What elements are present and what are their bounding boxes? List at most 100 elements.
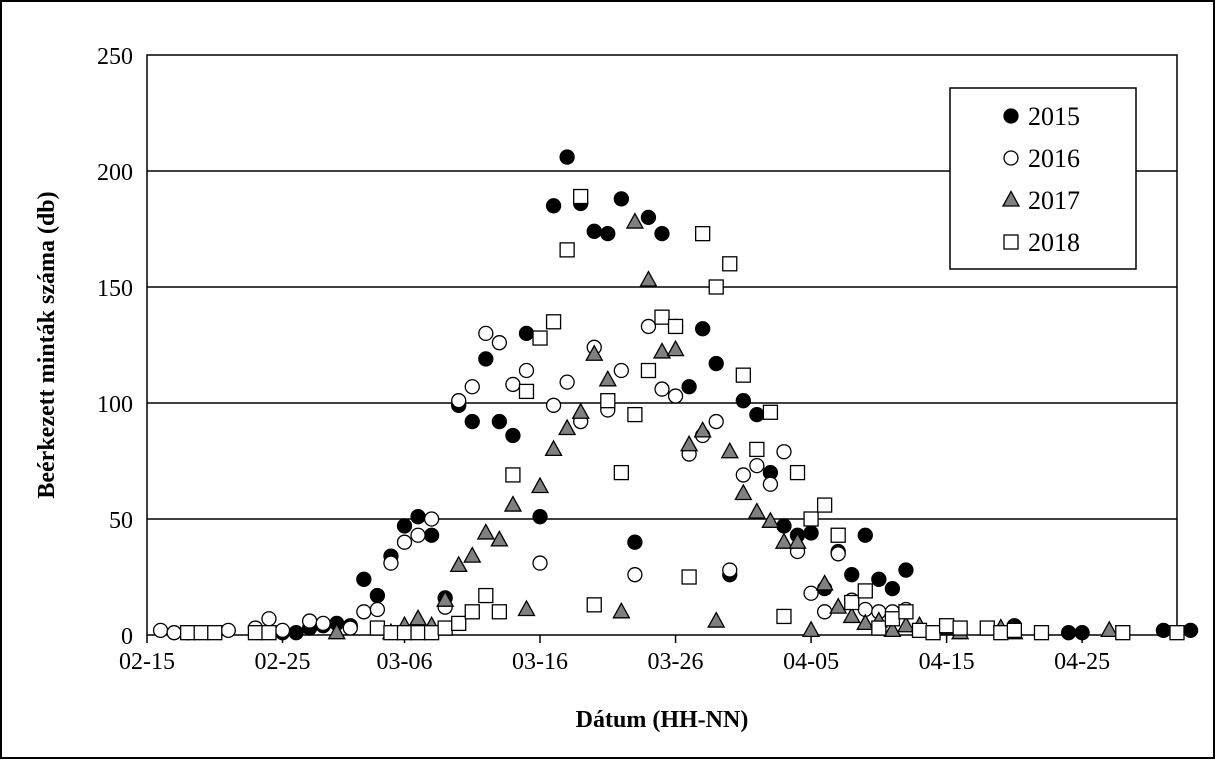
data-point-2016 (545, 397, 562, 413)
data-point-2015 (464, 413, 480, 430)
data-point-2018 (844, 594, 860, 611)
data-point-2017 (327, 622, 346, 640)
data-point-2017 (558, 418, 577, 436)
data-point-2016 (342, 620, 358, 636)
data-point-2017 (463, 546, 482, 563)
data-point-2018 (1033, 625, 1050, 641)
data-point-2017 (408, 608, 428, 626)
data-points (152, 149, 1199, 641)
legend-marker-2017 (1001, 190, 1021, 207)
data-point-2015 (532, 509, 548, 525)
data-point-2018 (911, 622, 928, 639)
data-point-2016 (762, 476, 779, 492)
data-point-2018 (600, 393, 616, 409)
data-point-2018 (478, 587, 494, 604)
data-point-2017 (612, 601, 631, 619)
data-point-2015 (369, 587, 386, 604)
data-point-2018 (762, 404, 779, 420)
data-point-2018 (180, 625, 196, 641)
data-point-2016 (627, 567, 643, 583)
data-point-2018 (193, 625, 209, 641)
x-tick-label: 04-05 (783, 649, 839, 675)
y-tick-label: 100 (97, 392, 133, 418)
data-point-2015 (356, 571, 372, 587)
x-tick-label: 03-16 (512, 649, 568, 675)
data-point-2018 (451, 615, 467, 632)
data-point-2017 (436, 590, 455, 607)
data-point-2016 (491, 335, 508, 351)
data-point-2017 (544, 439, 563, 457)
data-point-2015 (844, 567, 860, 583)
legend-entry-2016: 2016 (1003, 144, 1080, 173)
data-point-2018 (695, 225, 711, 242)
data-point-2017 (490, 530, 509, 547)
data-point-2017 (503, 495, 523, 512)
data-point-2016 (464, 379, 480, 395)
data-point-2017 (598, 369, 617, 387)
data-point-2015 (613, 191, 629, 207)
data-point-2016 (396, 534, 413, 550)
data-point-2016 (220, 622, 236, 639)
data-point-2018 (1115, 625, 1131, 641)
data-point-2016 (315, 615, 331, 632)
data-point-2015 (857, 527, 873, 543)
data-point-2018 (708, 279, 724, 295)
y-tick-label: 250 (97, 44, 133, 70)
data-point-2018 (735, 367, 751, 383)
data-point-2018 (437, 620, 453, 636)
data-point-2015 (654, 225, 670, 242)
data-point-2016 (654, 381, 670, 397)
y-tick-labels: 0 50 100 150 200 250 (97, 44, 133, 650)
data-point-2018 (613, 464, 629, 481)
data-point-2015 (423, 527, 440, 543)
y-axis-label: Beérkezett minták száma (db) (34, 191, 60, 498)
x-tick-label: 04-15 (919, 649, 975, 675)
data-point-2016 (166, 625, 182, 641)
data-point-2018 (884, 611, 901, 627)
data-point-2017 (693, 420, 712, 438)
data-point-2016 (776, 444, 792, 460)
data-point-2016 (423, 511, 440, 527)
data-point-2015 (1074, 625, 1090, 641)
legend-marker-2016 (1003, 150, 1019, 166)
data-point-2016 (451, 393, 467, 409)
x-tick-label: 03-26 (648, 649, 704, 675)
data-point-2018 (464, 604, 480, 620)
y-tick-label: 0 (121, 624, 133, 650)
data-point-2016 (410, 527, 426, 543)
data-point-2016 (667, 388, 684, 404)
data-point-2015 (396, 518, 413, 534)
data-point-2018 (261, 625, 277, 641)
legend-label: 2018 (1028, 228, 1080, 257)
data-point-2016 (369, 601, 386, 618)
data-point-2016 (274, 622, 291, 639)
data-point-2018 (871, 620, 887, 636)
data-point-2015 (491, 413, 508, 430)
legend-marker-2018 (1003, 234, 1019, 250)
data-point-2016 (301, 613, 318, 629)
data-point-2017 (571, 402, 590, 419)
data-point-2016 (261, 611, 277, 627)
data-point-2016 (816, 604, 833, 620)
legend-label: 2016 (1028, 144, 1080, 173)
data-point-2015 (898, 562, 914, 578)
data-point-2018 (545, 314, 562, 330)
data-point-2018 (830, 527, 846, 543)
data-point-2015 (803, 525, 819, 541)
data-point-2017 (720, 441, 739, 459)
data-point-2018 (803, 511, 819, 527)
data-point-2015 (681, 379, 697, 395)
data-point-2017 (680, 434, 699, 452)
data-point-2018 (1006, 622, 1023, 639)
legend: 2015 2016 2017 2018 (949, 87, 1137, 270)
data-point-2015 (545, 198, 562, 214)
data-point-2018 (722, 256, 738, 272)
legend-box (949, 87, 1137, 270)
data-point-2015 (410, 509, 426, 525)
x-axis-label: Dátum (HH-NN) (576, 707, 749, 733)
data-point-2018 (559, 242, 575, 258)
data-point-2015 (695, 321, 711, 337)
data-point-2017 (639, 270, 658, 287)
data-point-2016 (532, 555, 548, 571)
